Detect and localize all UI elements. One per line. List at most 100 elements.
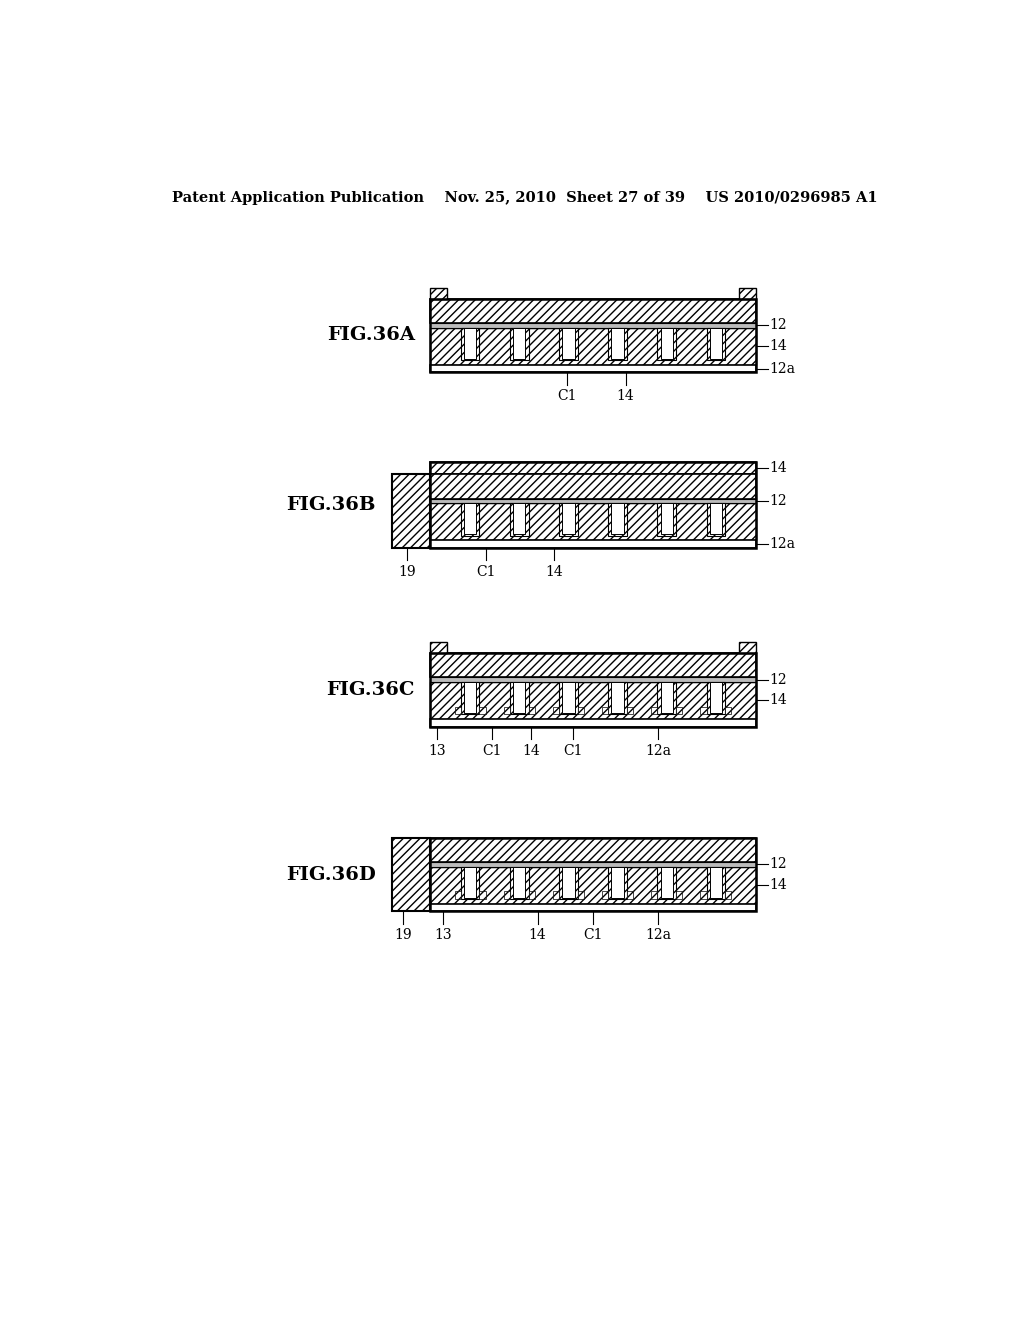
Bar: [513, 503, 525, 535]
Bar: [553, 891, 559, 899]
Bar: [430, 288, 447, 298]
Bar: [559, 503, 578, 536]
Bar: [510, 503, 528, 536]
Bar: [578, 706, 584, 714]
Bar: [608, 867, 627, 899]
Text: C1: C1: [564, 743, 584, 758]
Text: FIG.36A: FIG.36A: [327, 326, 415, 345]
Bar: [461, 327, 479, 360]
Text: 12: 12: [770, 318, 787, 333]
Bar: [700, 706, 707, 714]
Text: 12: 12: [770, 494, 787, 508]
Bar: [559, 682, 578, 714]
Text: 13: 13: [434, 928, 452, 942]
Bar: [725, 891, 731, 899]
Bar: [657, 867, 676, 899]
Bar: [513, 327, 525, 359]
Bar: [430, 677, 756, 682]
Text: 12: 12: [770, 858, 787, 871]
Bar: [710, 867, 722, 898]
Bar: [430, 867, 756, 904]
Bar: [391, 474, 430, 548]
Text: 14: 14: [545, 565, 563, 579]
Bar: [430, 298, 756, 323]
Bar: [510, 867, 528, 899]
Bar: [504, 706, 510, 714]
Bar: [657, 682, 676, 714]
Bar: [430, 653, 756, 726]
Bar: [738, 642, 756, 653]
Text: 13: 13: [428, 743, 445, 758]
Bar: [510, 682, 528, 714]
Bar: [455, 706, 461, 714]
Bar: [657, 503, 676, 536]
Text: 14: 14: [770, 693, 787, 708]
Text: 19: 19: [398, 565, 416, 579]
Bar: [660, 327, 673, 359]
Text: 12a: 12a: [645, 928, 671, 942]
Bar: [430, 499, 756, 503]
Bar: [461, 682, 479, 714]
Text: C1: C1: [557, 389, 577, 404]
Bar: [707, 503, 725, 536]
Bar: [559, 327, 578, 360]
Bar: [479, 891, 485, 899]
Bar: [455, 891, 461, 899]
Bar: [430, 364, 756, 372]
Bar: [430, 642, 447, 653]
Text: 12: 12: [770, 673, 787, 686]
Text: FIG.36D: FIG.36D: [286, 866, 376, 883]
Bar: [430, 503, 756, 540]
Bar: [725, 706, 731, 714]
Text: 14: 14: [616, 389, 635, 404]
Bar: [461, 503, 479, 536]
Bar: [559, 867, 578, 899]
Bar: [391, 837, 430, 911]
Bar: [602, 891, 608, 899]
Text: 12a: 12a: [770, 362, 796, 376]
Bar: [513, 682, 525, 713]
Text: C1: C1: [584, 928, 603, 942]
Bar: [602, 706, 608, 714]
Text: 14: 14: [770, 878, 787, 892]
Bar: [738, 288, 756, 298]
Bar: [430, 298, 756, 372]
Bar: [562, 327, 574, 359]
Bar: [611, 503, 624, 535]
Bar: [627, 706, 633, 714]
Bar: [676, 706, 682, 714]
Bar: [513, 867, 525, 898]
Bar: [700, 891, 707, 899]
Bar: [479, 706, 485, 714]
Bar: [510, 327, 528, 360]
Text: 14: 14: [528, 928, 547, 942]
Bar: [430, 323, 756, 327]
Text: 19: 19: [394, 928, 412, 942]
Bar: [464, 327, 476, 359]
Text: 14: 14: [770, 461, 787, 475]
Bar: [562, 867, 574, 898]
Text: FIG.36C: FIG.36C: [327, 681, 415, 698]
Bar: [608, 503, 627, 536]
Bar: [707, 867, 725, 899]
Text: C1: C1: [482, 743, 502, 758]
Bar: [707, 327, 725, 360]
Bar: [464, 867, 476, 898]
Bar: [504, 891, 510, 899]
Bar: [430, 904, 756, 911]
Bar: [611, 327, 624, 359]
Bar: [578, 891, 584, 899]
Text: 14: 14: [522, 743, 540, 758]
Bar: [608, 327, 627, 360]
Bar: [608, 682, 627, 714]
Bar: [430, 462, 756, 548]
Bar: [430, 327, 756, 364]
Bar: [430, 837, 756, 911]
Text: FIG.36B: FIG.36B: [287, 496, 376, 513]
Bar: [430, 540, 756, 548]
Bar: [676, 891, 682, 899]
Bar: [430, 862, 756, 867]
Bar: [611, 682, 624, 713]
Bar: [707, 682, 725, 714]
Bar: [660, 503, 673, 535]
